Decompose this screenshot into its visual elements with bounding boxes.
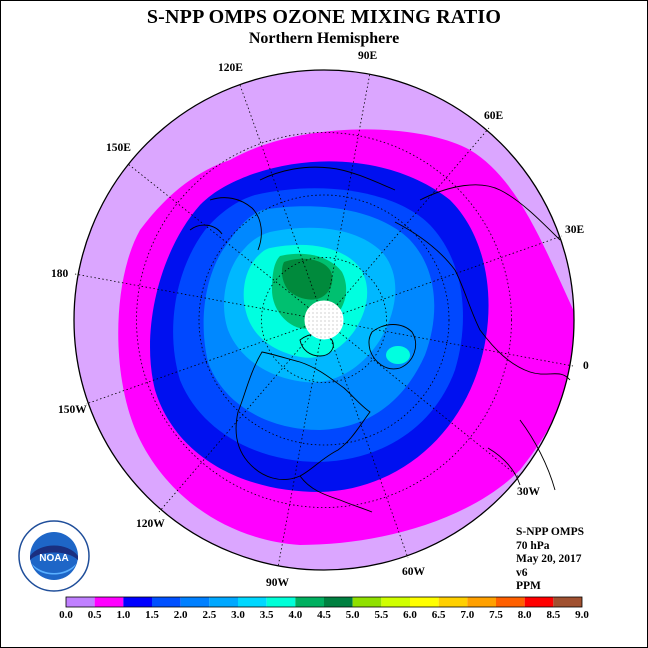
info-version: v6	[516, 566, 528, 579]
coastlines	[189, 166, 571, 513]
colorbar-tick-label: 8.5	[546, 609, 561, 621]
colorbar-tick-label: 7.5	[489, 609, 503, 621]
lon-label-0: 0	[583, 360, 589, 372]
colorbar-tick-label: 1.5	[145, 609, 159, 621]
colorbar-swatch	[352, 597, 382, 607]
info-date: May 20, 2017	[516, 553, 582, 565]
colorbar	[65, 596, 583, 608]
colorbar-swatch	[496, 597, 525, 607]
africa-coast	[487, 419, 556, 491]
polar-no-data-disk	[304, 300, 344, 340]
asia-east-coast	[189, 197, 262, 251]
map-subtitle: Northern Hemisphere	[248, 30, 400, 47]
info-instrument: S-NPP OMPS	[516, 526, 585, 538]
colorbar-swatch	[524, 597, 554, 607]
colorbar-swatch	[152, 597, 181, 607]
colorbar-swatch	[467, 597, 496, 607]
colorbar-tick-label: 5.5	[374, 609, 389, 621]
info-block: S-NPP OMPS 70 hPa May 20, 2017 v6 PPM	[516, 526, 584, 594]
colorbar-swatch	[238, 597, 267, 607]
lon-label-60w: 60W	[402, 566, 425, 578]
colorbar-tick-label: 2.0	[173, 609, 188, 621]
colorbar-tick-label: 4.5	[317, 609, 331, 621]
colorbar-tick-label: 3.5	[259, 609, 274, 621]
lon-label-120w: 120W	[136, 518, 165, 530]
colorbar-tick-label: 0.0	[59, 609, 73, 621]
graticule	[74, 72, 574, 568]
colorbar-swatch	[209, 597, 238, 607]
lon-label-90e: 90E	[358, 50, 378, 62]
colorbar-tick-label: 9.0	[575, 609, 589, 621]
colorbar-tick-label: 2.5	[202, 609, 217, 621]
info-level: 70 hPa	[516, 539, 550, 552]
colorbar-tick-label: 6.0	[403, 609, 417, 621]
colorbar-tick-label: 5.0	[345, 609, 360, 621]
contour-4.5-5.0	[281, 258, 333, 300]
lon-label-30e: 30E	[565, 224, 585, 236]
colorbar-swatch	[381, 597, 410, 607]
ozone-field	[74, 70, 574, 570]
eurasia-coast	[259, 166, 571, 381]
logo-text: NOAA	[39, 553, 68, 564]
lon-label-120e: 120E	[218, 62, 243, 74]
colorbar-swatch	[266, 597, 296, 607]
map-boundary	[73, 69, 575, 571]
caribbean-coast	[299, 475, 373, 513]
lon-label-150e: 150E	[106, 142, 131, 154]
colorbar-swatch	[324, 597, 353, 607]
colorbar-swatch	[553, 597, 582, 607]
colorbar-tick-label: 8.0	[517, 609, 532, 621]
lon-label-60e: 60E	[484, 110, 504, 122]
colorbar-swatch	[94, 597, 124, 607]
map-title: S-NPP OMPS OZONE MIXING RATIO	[146, 6, 502, 28]
colorbar-swatch	[410, 597, 439, 607]
lon-label-150w: 150W	[58, 404, 87, 416]
colorbar-swatch	[180, 597, 210, 607]
noaa-logo: NOAA	[18, 520, 90, 597]
colorbar-tick-label: 3.0	[231, 609, 245, 621]
colorbar-swatch	[123, 597, 152, 607]
lon-label-90w: 90W	[266, 577, 289, 589]
colorbar-tick-label: 7.0	[460, 609, 475, 621]
colorbar-border	[65, 596, 583, 608]
lon-label-180: 180	[51, 268, 69, 280]
colorbar-swatch	[295, 597, 324, 607]
greenland-coast	[368, 324, 416, 370]
lon-label-30w: 30W	[517, 486, 540, 498]
contour-3.5-4.0-patch	[386, 346, 410, 364]
colorbar-tick-label: 4.0	[288, 609, 303, 621]
colorbar-swatch	[66, 597, 95, 607]
colorbar-tick-label: 6.5	[431, 609, 446, 621]
info-units: PPM	[516, 580, 541, 592]
colorbar-tick-label: 1.0	[116, 609, 131, 621]
colorbar-swatch	[438, 597, 468, 607]
colorbar-tick-label: 0.5	[87, 609, 102, 621]
